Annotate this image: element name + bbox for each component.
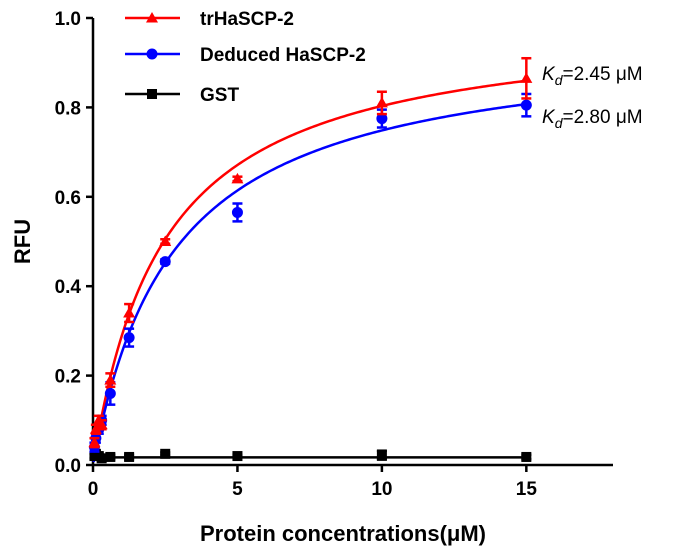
- kd-symbol: K: [542, 64, 556, 85]
- legend-label: GST: [200, 85, 239, 106]
- y-tick-label: 0.6: [55, 188, 81, 209]
- x-tick-label: 5: [232, 479, 243, 500]
- data-point: [123, 307, 136, 318]
- data-point: [95, 418, 108, 430]
- kd-symbol: K: [542, 107, 556, 128]
- data-point: [159, 256, 171, 268]
- data-point: [89, 423, 102, 434]
- data-point: [520, 72, 533, 83]
- y-tick-label: 0.8: [55, 98, 81, 119]
- x-tick-label: 15: [516, 479, 538, 500]
- data-point: [105, 451, 116, 462]
- kd-subscript: d: [555, 72, 564, 88]
- data-point: [375, 96, 388, 108]
- y-axis-title: RFU: [10, 219, 35, 264]
- legend-marker: [146, 48, 158, 60]
- fit-curve: [92, 102, 527, 463]
- y-tick-label: 0.4: [55, 277, 82, 298]
- data-point: [123, 332, 135, 344]
- fit-curves: [92, 79, 527, 463]
- kd-annotation: Kd=2.80 μM: [542, 107, 643, 131]
- data-point: [96, 453, 107, 464]
- data-points: [88, 56, 533, 464]
- kd-value: =2.80 μM: [562, 107, 642, 128]
- data-point: [520, 99, 532, 111]
- legend-label: trHaSCP-2: [200, 9, 294, 30]
- axes: 0.0 0.2 0.4 0.6 0.8 1.0 0 5 10 15 Protein concentr…: [10, 9, 613, 546]
- data-point: [231, 206, 243, 218]
- data-point: [231, 172, 244, 184]
- legend-marker: [146, 12, 158, 23]
- y-tick-label: 0.0: [55, 456, 81, 477]
- kd-annotation: Kd=2.45 μM: [542, 64, 643, 88]
- data-point: [521, 451, 532, 462]
- kd-subscript: d: [555, 115, 564, 131]
- x-tick-label: 10: [371, 479, 392, 500]
- data-point: [159, 235, 172, 246]
- data-point: [124, 451, 135, 462]
- data-point: [160, 448, 171, 459]
- x-tick-label: 0: [88, 479, 99, 500]
- legend-marker: [147, 89, 157, 99]
- data-point: [104, 387, 116, 399]
- legend-label: Deduced HaSCP-2: [200, 45, 366, 66]
- data-point: [88, 436, 101, 448]
- y-tick-label: 1.0: [55, 9, 81, 30]
- legend: trHaSCP-2 Deduced HaSCP-2 GST: [125, 9, 366, 106]
- data-point: [376, 450, 387, 461]
- data-point: [232, 451, 243, 462]
- data-point: [376, 113, 388, 125]
- kd-value: =2.45 μM: [562, 64, 642, 85]
- x-axis-title: Protein concentrations(μM): [200, 521, 486, 546]
- y-tick-label: 0.2: [55, 367, 81, 388]
- data-point: [104, 374, 117, 385]
